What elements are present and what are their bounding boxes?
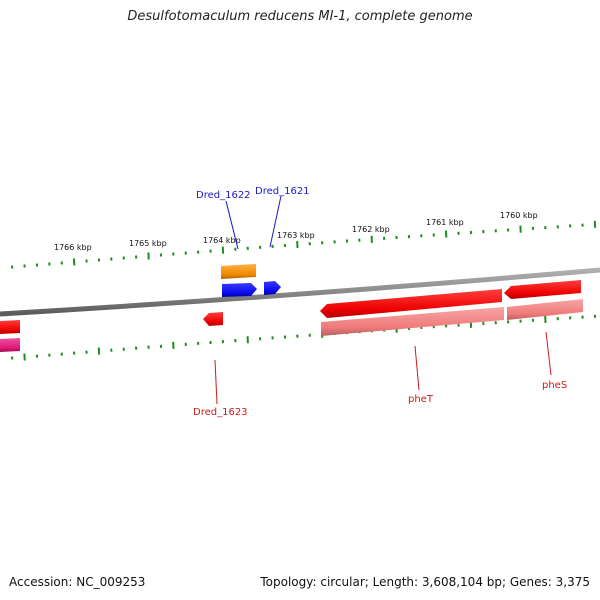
genome-backbone <box>0 267 600 317</box>
gene-labels: Dred_1622 Dred_1621 Dred_1623 pheT pheS <box>193 186 567 418</box>
gene-dred-1623-red[interactable] <box>203 312 223 326</box>
lower-scale-ticks <box>11 314 597 361</box>
scale-label-1766: 1766 kbp <box>54 243 92 252</box>
gene-phet-pink[interactable] <box>321 307 504 336</box>
label-dred-1623[interactable]: Dred_1623 <box>193 407 248 418</box>
scale-label-1762: 1762 kbp <box>352 225 390 234</box>
gene-phes-red[interactable] <box>504 280 581 299</box>
label-phes[interactable]: pheS <box>542 380 567 391</box>
label-dred-1622[interactable]: Dred_1622 <box>196 190 251 201</box>
scale-label-1765: 1765 kbp <box>129 239 167 248</box>
scale-label-1760: 1760 kbp <box>500 211 538 220</box>
scale-labels: 1766 kbp 1765 kbp 1764 kbp 1763 kbp 1762… <box>54 211 538 252</box>
forward-features <box>221 264 281 297</box>
label-phet[interactable]: pheT <box>408 394 434 405</box>
gene-dred-1622-orange[interactable] <box>221 264 256 279</box>
upper-scale-ticks <box>11 220 597 269</box>
reverse-features <box>0 280 583 352</box>
label-leaders <box>214 195 552 405</box>
gene-dred-1622-blue[interactable] <box>222 283 257 297</box>
gene-phes-pink[interactable] <box>507 299 583 320</box>
gene-left-edge-red[interactable] <box>0 320 20 334</box>
leader-dred-1621 <box>269 195 282 248</box>
scale-label-1763: 1763 kbp <box>277 231 315 240</box>
label-dred-1621[interactable]: Dred_1621 <box>255 186 310 197</box>
gene-left-edge-magenta[interactable] <box>0 338 20 352</box>
leader-dred-1623 <box>214 359 218 405</box>
scale-label-1764: 1764 kbp <box>203 236 241 245</box>
map-title: Desulfotomaculum reducens MI-1, complete… <box>127 9 473 24</box>
accession-text: Accession: NC_009253 <box>9 575 146 589</box>
genome-summary-text: Topology: circular; Length: 3,608,104 bp… <box>260 575 590 589</box>
leader-phet <box>414 345 420 391</box>
gene-dred-1621-blue[interactable] <box>264 281 281 295</box>
scale-label-1761: 1761 kbp <box>426 218 464 227</box>
leader-phes <box>545 331 552 376</box>
leader-dred-1622 <box>225 200 239 250</box>
gene-phet-red[interactable] <box>320 289 502 318</box>
